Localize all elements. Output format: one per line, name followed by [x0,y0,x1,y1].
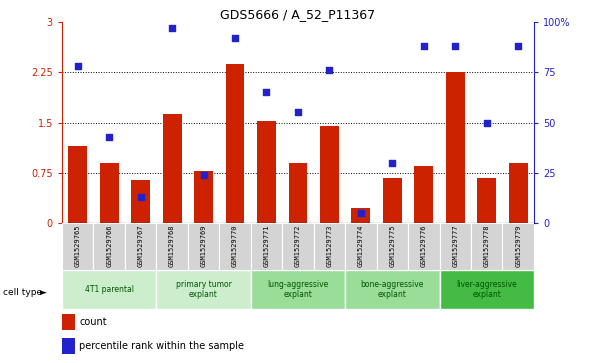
Title: GDS5666 / A_52_P11367: GDS5666 / A_52_P11367 [221,8,375,21]
Point [73,63,83,69]
Bar [156,270,251,309]
Point [230,35,240,41]
Bar [477,178,496,223]
Text: GSM1529765: GSM1529765 [75,225,81,267]
Bar [383,178,402,223]
Text: GSM1529777: GSM1529777 [453,225,458,267]
Point [168,25,177,31]
Text: GSM1529769: GSM1529769 [201,225,206,267]
Point [451,43,460,49]
Text: bone-aggressive
explant: bone-aggressive explant [360,280,424,299]
Text: GSM1529774: GSM1529774 [358,225,364,267]
Point [388,160,397,166]
Bar [156,223,188,270]
Text: GSM1529772: GSM1529772 [295,225,301,267]
Text: GSM1529771: GSM1529771 [264,225,270,267]
Point [136,194,145,200]
Bar [225,64,244,223]
Bar [503,223,534,270]
Bar [257,121,276,223]
Text: lung-aggressive
explant: lung-aggressive explant [267,280,329,299]
Text: GSM1529768: GSM1529768 [169,225,175,267]
Text: GSM1529773: GSM1529773 [326,225,332,267]
Text: GSM1529778: GSM1529778 [484,225,490,267]
Bar [125,223,156,270]
Bar [471,223,503,270]
Text: ►: ► [40,288,47,297]
Text: liver-aggressive
explant: liver-aggressive explant [457,280,517,299]
Bar [163,114,182,223]
Bar [188,223,219,270]
Text: count: count [79,317,107,327]
Bar [446,72,465,223]
Point [199,172,208,178]
Point [356,210,366,216]
Bar [282,223,314,270]
Text: GSM1529779: GSM1529779 [515,225,521,267]
Point [513,43,523,49]
Point [324,67,334,73]
Bar [194,171,213,223]
Bar [509,163,527,223]
Text: cell type: cell type [3,288,45,297]
Bar [320,126,339,223]
Bar [414,166,433,223]
Point [104,134,114,139]
Text: GSM1529775: GSM1529775 [389,225,395,267]
Text: GSM1529767: GSM1529767 [137,225,143,267]
Text: GSM1529770: GSM1529770 [232,225,238,267]
Text: GSM1529776: GSM1529776 [421,225,427,267]
Bar [345,223,376,270]
Bar [289,163,307,223]
Bar [100,163,119,223]
Bar [440,270,534,309]
Bar [440,223,471,270]
Text: GSM1529766: GSM1529766 [106,225,112,267]
Bar [219,223,251,270]
Point [262,89,271,95]
Bar [251,270,345,309]
Text: primary tumor
explant: primary tumor explant [176,280,231,299]
Point [482,119,491,125]
Bar [408,223,440,270]
Bar [62,223,93,270]
Bar [62,270,156,309]
Bar [376,223,408,270]
Bar [352,208,371,223]
Text: percentile rank within the sample: percentile rank within the sample [79,341,244,351]
Point [293,110,303,115]
Bar [131,180,150,223]
Bar [93,223,125,270]
Bar [68,146,87,223]
Bar [251,223,282,270]
Text: 4T1 parental: 4T1 parental [84,285,134,294]
Bar [314,223,345,270]
Bar [345,270,440,309]
Point [419,43,428,49]
